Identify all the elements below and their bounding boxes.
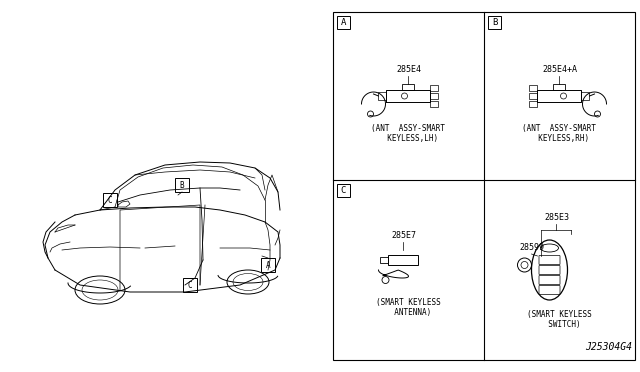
Bar	[103, 193, 117, 207]
Bar	[582, 92, 589, 100]
Text: B: B	[180, 180, 184, 189]
Bar	[337, 184, 350, 197]
Text: (ANT  ASSY-SMART: (ANT ASSY-SMART	[522, 124, 596, 133]
Bar	[529, 101, 538, 107]
Text: A: A	[266, 260, 270, 269]
Text: C: C	[341, 186, 346, 195]
Bar	[554, 84, 566, 90]
Bar	[388, 255, 419, 265]
Bar	[529, 93, 538, 99]
Bar	[403, 84, 415, 90]
Text: KEYLESS,LH): KEYLESS,LH)	[378, 134, 438, 143]
Bar	[175, 178, 189, 192]
Text: (SMART KEYLESS: (SMART KEYLESS	[376, 298, 441, 307]
Text: 285E7: 285E7	[391, 231, 416, 240]
Text: C: C	[108, 196, 112, 205]
Text: 285E3: 285E3	[544, 213, 569, 222]
Text: J25304G4: J25304G4	[585, 342, 632, 352]
Bar	[529, 85, 538, 91]
Bar	[431, 85, 438, 91]
Text: SWITCH): SWITCH)	[539, 320, 580, 329]
Bar	[333, 12, 635, 360]
Text: A: A	[341, 18, 346, 27]
Bar	[488, 16, 501, 29]
Text: 285E4: 285E4	[396, 65, 421, 74]
Bar	[381, 257, 388, 263]
Text: (ANT  ASSY-SMART: (ANT ASSY-SMART	[371, 124, 445, 133]
Bar	[337, 16, 350, 29]
Bar	[183, 278, 197, 292]
Bar	[431, 101, 438, 107]
Text: 28599: 28599	[519, 243, 544, 252]
Text: 285E4+A: 285E4+A	[542, 65, 577, 74]
Text: (SMART KEYLESS: (SMART KEYLESS	[527, 310, 592, 319]
Text: ANTENNA): ANTENNA)	[385, 308, 431, 317]
Bar	[431, 93, 438, 99]
Text: C: C	[188, 280, 192, 289]
Bar	[378, 92, 387, 100]
Text: KEYLESS,RH): KEYLESS,RH)	[529, 134, 589, 143]
Text: B: B	[492, 18, 497, 27]
Bar	[261, 258, 275, 272]
